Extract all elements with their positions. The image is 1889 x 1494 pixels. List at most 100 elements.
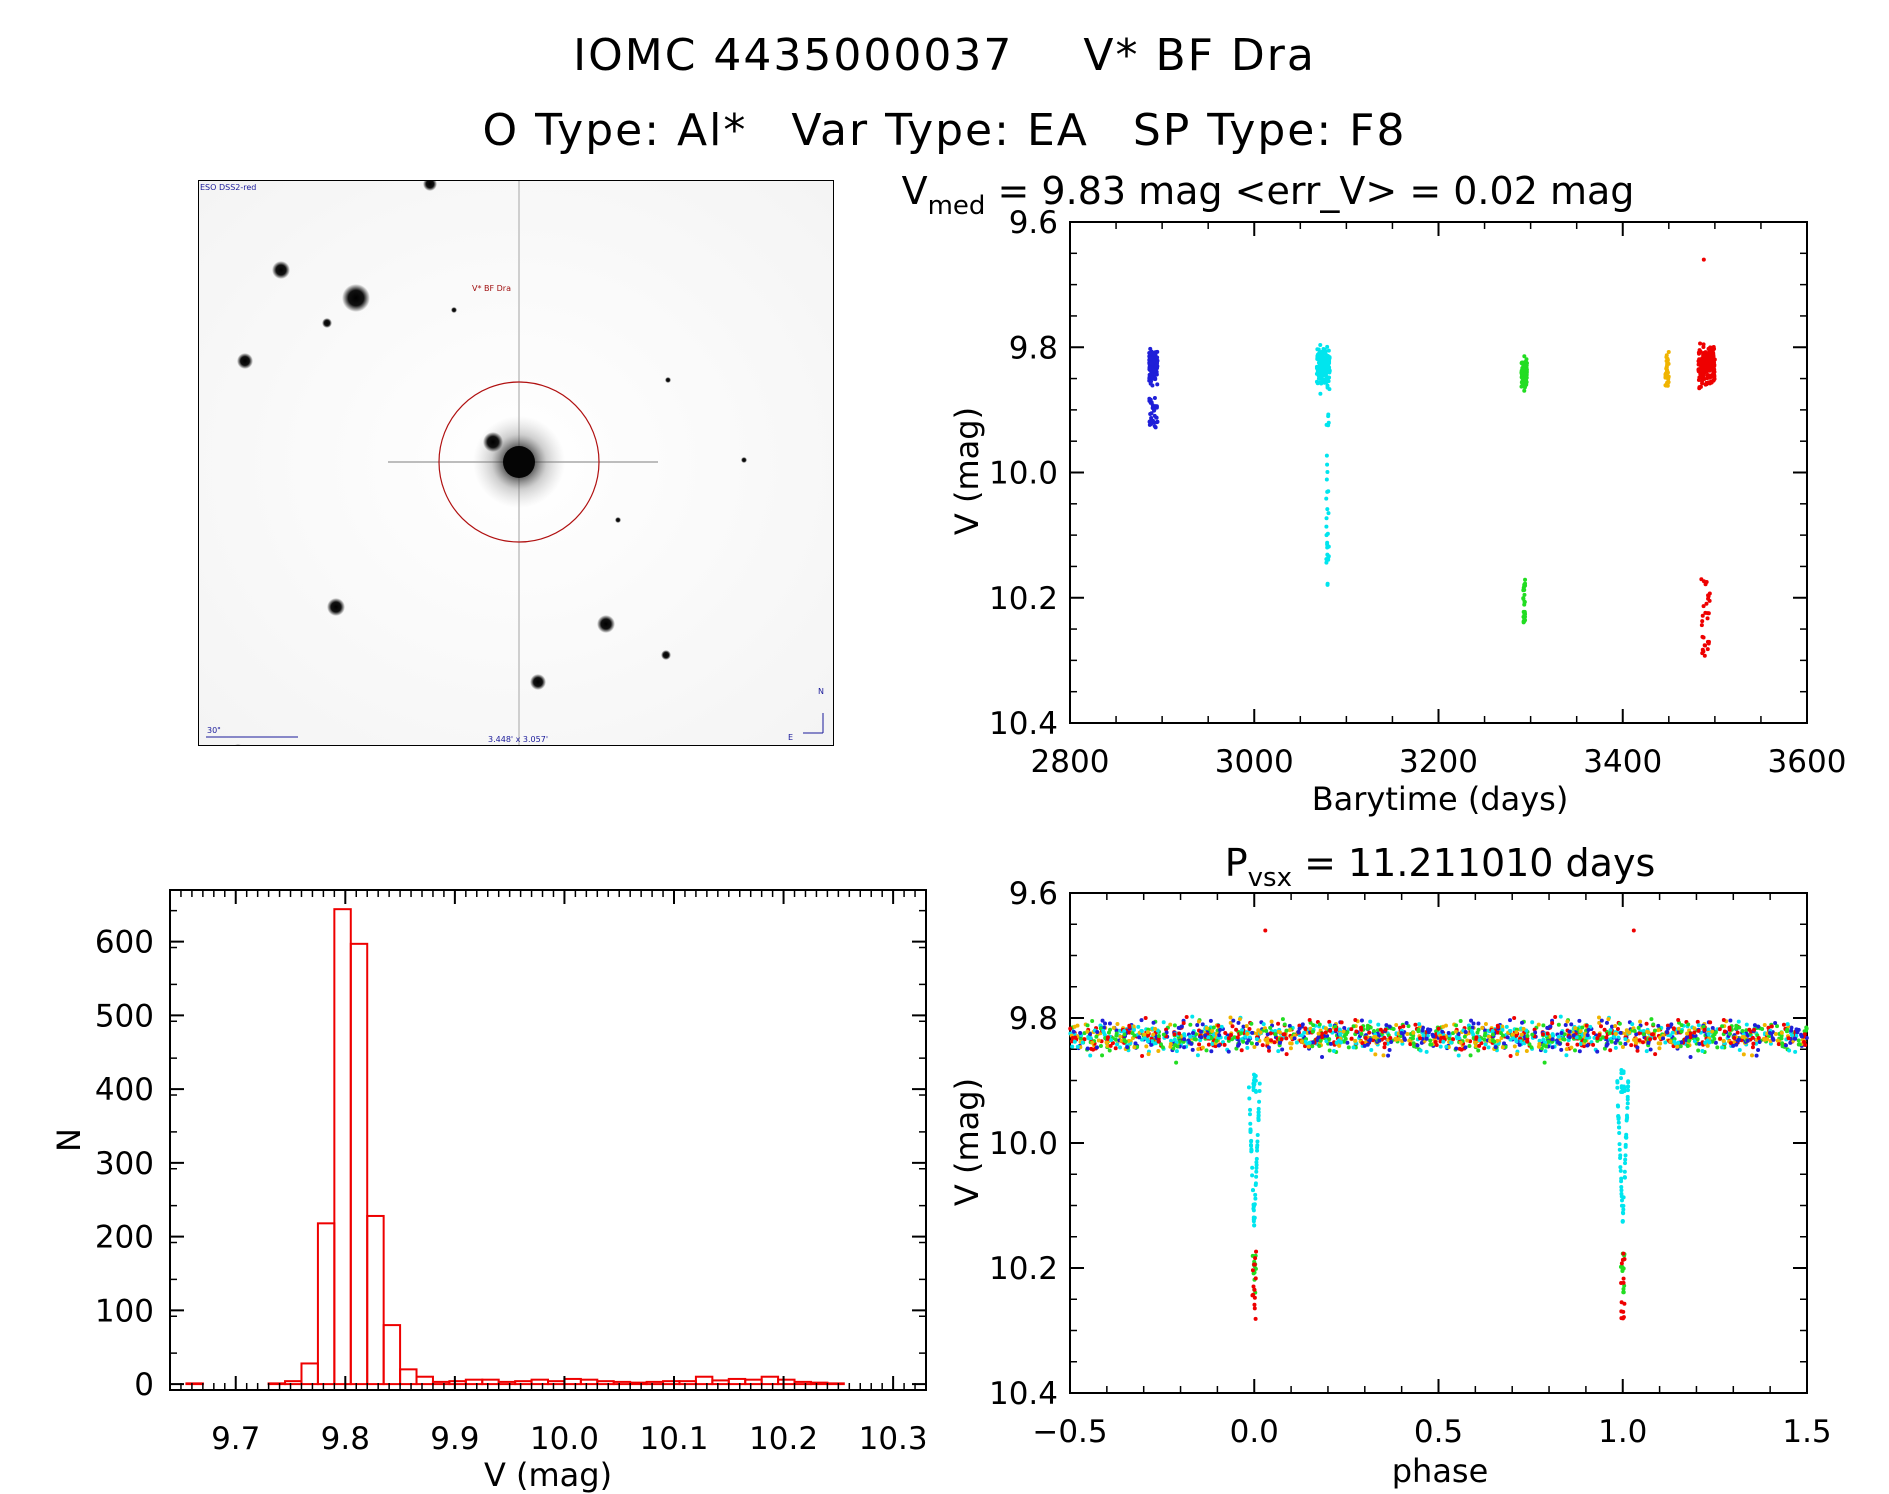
- phased-point: [1618, 1076, 1623, 1081]
- phased-point: [1609, 1039, 1614, 1044]
- lightcurve-point: [1703, 610, 1708, 615]
- phased-point: [1565, 1019, 1570, 1024]
- phased-point: [1500, 1045, 1505, 1050]
- lightcurve-point: [1705, 616, 1710, 621]
- phased-point: [1096, 1038, 1101, 1043]
- phased-point: [1252, 1262, 1257, 1267]
- phased-point: [1474, 1036, 1479, 1041]
- lightcurve-frame: [1069, 221, 1808, 724]
- phased-point: [1710, 1029, 1715, 1034]
- phased-point: [1463, 1045, 1468, 1050]
- phased-point: [1265, 1040, 1270, 1045]
- phased-point: [1280, 1017, 1285, 1022]
- x-tick-label: 0.5: [1414, 1414, 1463, 1450]
- lightcurve-point: [1155, 355, 1160, 360]
- phased-point: [1771, 1037, 1776, 1042]
- phased-point: [1381, 1053, 1386, 1058]
- phased-point: [1623, 1037, 1628, 1042]
- histogram-bar: [481, 1378, 500, 1386]
- phased-point: [1793, 1036, 1798, 1041]
- lightcurve-point: [1147, 396, 1152, 401]
- lightcurve-point: [1325, 383, 1330, 388]
- o-type: O Type: Al*: [482, 105, 748, 156]
- field-star: [530, 674, 546, 690]
- phased-point: [1263, 928, 1268, 933]
- field-star: [661, 650, 671, 660]
- lightcurve-point: [1699, 623, 1704, 628]
- phased-point: [1115, 1021, 1120, 1026]
- lightcurve-point: [1324, 366, 1329, 371]
- phased-panel: Pvsx = 11.211010 days −0.5 0.0 0.5 1.0 1.5 9…: [948, 841, 1832, 1490]
- phased-point: [1217, 1033, 1222, 1038]
- phased-point: [1245, 1045, 1250, 1050]
- phased-point: [1648, 1047, 1653, 1052]
- phased-point: [1623, 1153, 1628, 1158]
- lightcurve-point: [1708, 351, 1713, 356]
- lightcurve-point: [1705, 372, 1710, 377]
- phased-point: [1261, 1022, 1266, 1027]
- phased-point: [1454, 1023, 1459, 1028]
- phased-point: [1288, 1046, 1293, 1051]
- phased-point: [1482, 1033, 1487, 1038]
- phased-point: [1182, 1045, 1187, 1050]
- phased-point: [1686, 1022, 1691, 1027]
- histogram-frame: [169, 889, 927, 1391]
- phased-point: [1476, 1048, 1481, 1053]
- phased-point: [1685, 1035, 1690, 1040]
- phased-point: [1737, 1025, 1742, 1030]
- phased-point: [1664, 1030, 1669, 1035]
- phased-point: [1565, 1042, 1570, 1047]
- histogram-bar: [678, 1380, 697, 1386]
- phased-point: [1140, 1053, 1145, 1058]
- phased-point: [1223, 1031, 1228, 1036]
- phased-point: [1228, 1020, 1233, 1025]
- phased-point: [1613, 1045, 1618, 1050]
- field-star: [327, 598, 345, 616]
- phased-point: [1621, 1287, 1626, 1292]
- phased-point: [1804, 1035, 1809, 1040]
- phased-point: [1383, 1027, 1388, 1032]
- phased-point: [1470, 1025, 1475, 1030]
- phased-point: [1572, 1048, 1577, 1053]
- x-tick-label: 10.0: [530, 1421, 599, 1457]
- lightcurve-point: [1148, 346, 1153, 351]
- phased-point: [1254, 1041, 1259, 1046]
- type-line: O Type: Al* Var Type: EA SP Type: F8: [0, 105, 1889, 156]
- phased-point: [1621, 1309, 1626, 1314]
- phased-point: [1317, 1022, 1322, 1027]
- phased-point: [1351, 1024, 1356, 1029]
- phased-point: [1567, 1029, 1572, 1034]
- phased-point: [1254, 1174, 1259, 1179]
- phased-point: [1251, 1284, 1256, 1289]
- phased-point: [1623, 1157, 1628, 1162]
- phased-point: [1248, 1128, 1253, 1133]
- phased-point: [1168, 1044, 1173, 1049]
- phased-point: [1387, 1047, 1392, 1052]
- finder-stars: [233, 180, 747, 746]
- lightcurve-xlabel: Barytime (days): [1312, 780, 1569, 818]
- phased-point: [1338, 1040, 1343, 1045]
- phased-point: [1346, 1045, 1351, 1050]
- phased-point: [1637, 1038, 1642, 1043]
- phased-point: [1511, 1035, 1516, 1040]
- phased-point: [1705, 1043, 1710, 1048]
- lightcurve-point: [1521, 367, 1526, 372]
- lightcurve-point: [1704, 579, 1709, 584]
- phased-point: [1577, 1049, 1582, 1054]
- phased-point: [1734, 1026, 1739, 1031]
- phased-point: [1688, 1031, 1693, 1036]
- phased-point: [1070, 1044, 1075, 1049]
- phased-point: [1728, 1018, 1733, 1023]
- lightcurve-point: [1701, 635, 1706, 640]
- lightcurve-point: [1318, 391, 1323, 396]
- phased-point: [1249, 1021, 1254, 1026]
- phased-point: [1351, 1045, 1356, 1050]
- phased-point: [1752, 1023, 1757, 1028]
- phased-point: [1440, 1029, 1445, 1034]
- phased-point: [1328, 1028, 1333, 1033]
- phased-point: [1627, 1030, 1632, 1035]
- phased-point: [1548, 1024, 1553, 1029]
- phased-point: [1085, 1046, 1090, 1051]
- x-tick-label: 3600: [1768, 744, 1847, 780]
- phased-point: [1616, 1117, 1621, 1122]
